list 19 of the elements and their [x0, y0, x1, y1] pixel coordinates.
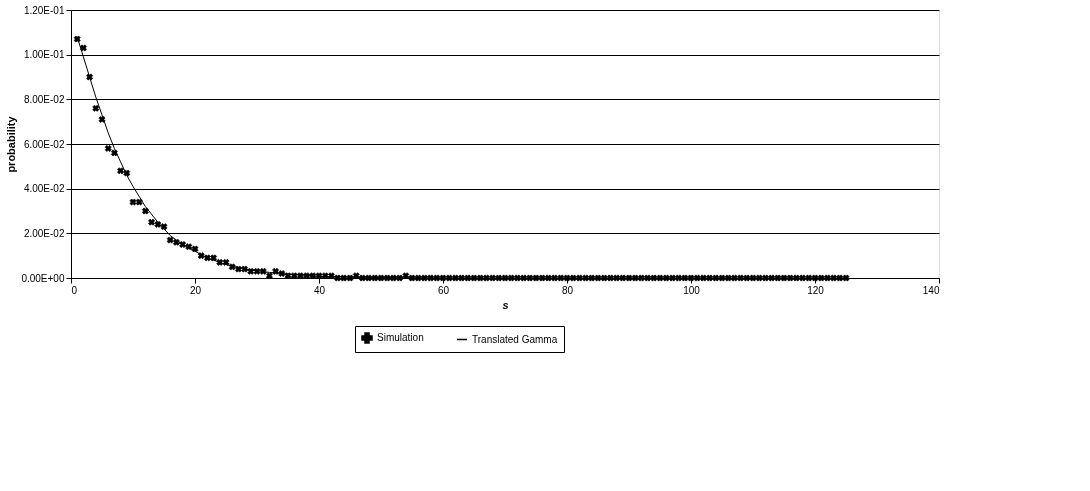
y-tick-label: 6.00E-02 — [23, 138, 65, 150]
x-tick-label: 100 — [683, 284, 701, 296]
x-tick-label: 40 — [313, 284, 326, 296]
y-axis-title: probability — [5, 115, 18, 173]
y-tick-label: 8.00E-02 — [23, 93, 65, 105]
y-tick-label: 2.00E-02 — [23, 227, 65, 239]
x-tick-label: 20 — [189, 284, 202, 296]
legend-label: Translated Gamma — [472, 333, 558, 345]
legend-label: Simulation — [377, 332, 424, 343]
x-tick-label: 80 — [561, 284, 574, 296]
x-tick-label: 60 — [437, 284, 450, 296]
y-tick-label: 1.00E-01 — [23, 49, 65, 61]
y-tick-label: 0.00E+00 — [21, 272, 65, 284]
y-tick-label: 4.00E-02 — [23, 183, 65, 195]
x-tick-label: 0 — [71, 284, 78, 296]
y-tick-label: 1.20E-01 — [23, 4, 65, 16]
x-tick-label: 120 — [807, 284, 825, 296]
x-tick-label: 140 — [922, 284, 940, 296]
x-axis-title: s — [502, 298, 509, 311]
